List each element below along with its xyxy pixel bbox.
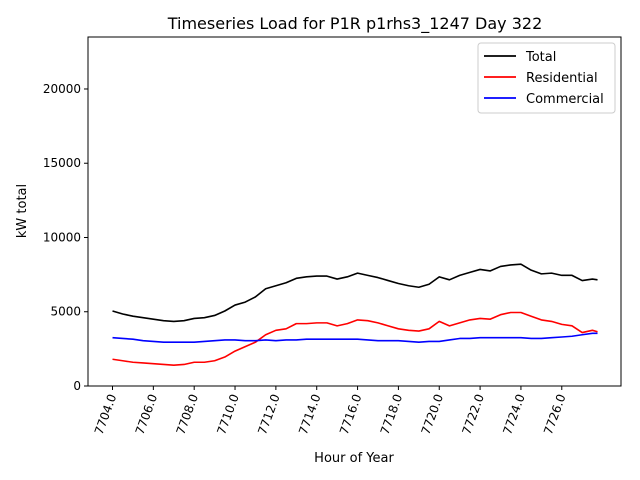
- legend-label-commercial: Commercial: [526, 92, 604, 107]
- legend: Total Residential Commercial: [477, 42, 616, 114]
- y-tick-label: 20000: [43, 82, 81, 96]
- legend-items: Total Residential Commercial: [484, 50, 604, 107]
- y-axis-ticks: 0 5000 10000 15000 20000: [43, 82, 88, 393]
- y-tick-label: 10000: [43, 230, 81, 244]
- series-line-residential: [112, 311, 598, 367]
- series-layer: [112, 263, 598, 367]
- plot-frame: [87, 36, 622, 387]
- legend-box: [477, 42, 616, 114]
- legend-label-residential: Residential: [526, 71, 598, 86]
- y-tick-label: 5000: [50, 305, 81, 319]
- y-axis-label: kW total: [15, 184, 30, 238]
- y-tick-label: 0: [73, 379, 81, 393]
- chart-title: Timeseries Load for P1R p1rhs3_1247 Day …: [167, 14, 543, 34]
- legend-label-total: Total: [525, 50, 556, 65]
- series-line-total: [112, 263, 598, 323]
- series-line-commercial: [112, 332, 598, 343]
- y-tick-label: 15000: [43, 156, 81, 170]
- x-axis-label: Hour of Year: [314, 451, 394, 466]
